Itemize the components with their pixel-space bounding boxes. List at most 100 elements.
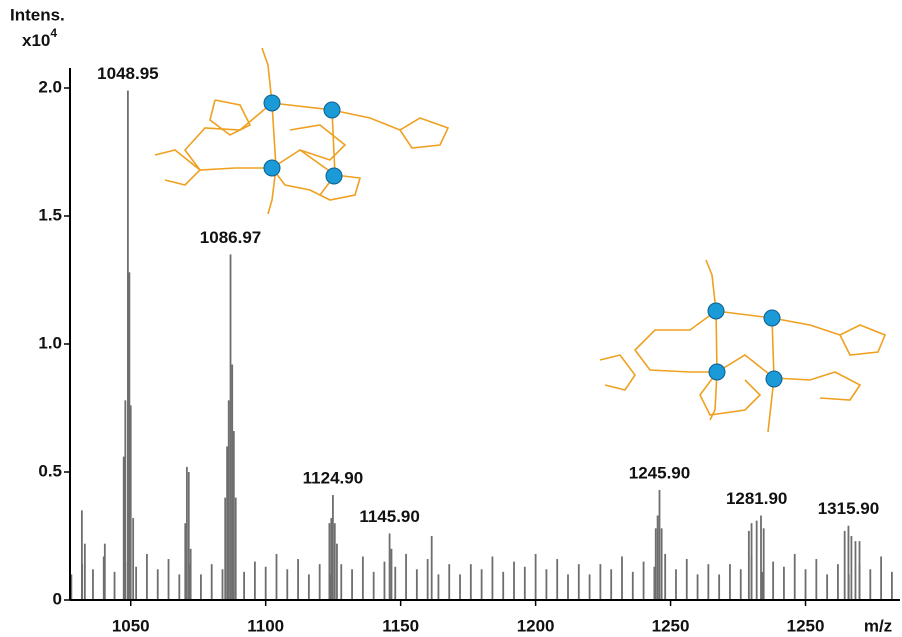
- bar: [416, 569, 418, 600]
- bar: [756, 521, 758, 600]
- bar: [276, 554, 278, 600]
- bar: [448, 564, 450, 600]
- bar: [760, 516, 762, 600]
- y-tick-label: 0.5: [38, 461, 62, 480]
- bar: [188, 472, 190, 600]
- x-tick-label: 1200: [517, 616, 555, 635]
- bar: [157, 569, 159, 600]
- bar: [859, 541, 861, 600]
- x-tick-label: 1150: [382, 616, 419, 635]
- bar: [783, 567, 785, 600]
- molecule-2: [600, 260, 885, 432]
- bar: [794, 554, 796, 600]
- bar: [621, 556, 623, 600]
- bar: [643, 562, 645, 600]
- bar: [405, 554, 407, 600]
- bar: [729, 564, 731, 600]
- bar: [815, 559, 817, 600]
- bar: [567, 574, 569, 600]
- bar: [286, 569, 288, 600]
- bar: [319, 564, 321, 600]
- bar: [524, 567, 526, 600]
- bar: [707, 564, 709, 600]
- bar: [599, 564, 601, 600]
- y-tick-label: 0: [53, 589, 62, 608]
- bar: [661, 528, 663, 600]
- bar: [104, 544, 106, 600]
- bar: [211, 564, 213, 600]
- bar: [81, 510, 83, 600]
- peak-label: 1281.90: [726, 489, 787, 508]
- bar: [632, 572, 634, 600]
- bar: [200, 574, 202, 600]
- y-unit-exponent: 4: [50, 26, 57, 40]
- bar: [132, 518, 134, 600]
- bar: [869, 569, 871, 600]
- bar: [880, 556, 882, 600]
- bar: [389, 533, 391, 600]
- bar: [297, 559, 299, 600]
- bar: [589, 574, 591, 600]
- bar: [805, 569, 807, 600]
- bar: [578, 564, 580, 600]
- bar: [740, 569, 742, 600]
- bar: [168, 559, 170, 600]
- bar: [492, 556, 494, 600]
- bar: [332, 495, 334, 600]
- bar: [891, 572, 893, 600]
- bar: [84, 544, 86, 600]
- bar: [114, 572, 116, 600]
- bar: [438, 574, 440, 600]
- bar: [235, 498, 237, 600]
- bar: [92, 569, 94, 600]
- bar: [336, 544, 338, 600]
- bar: [186, 467, 188, 600]
- y-tick-label: 1.5: [38, 205, 62, 224]
- peak-label: 1124.90: [303, 469, 364, 488]
- bar: [657, 516, 659, 600]
- bar: [513, 562, 515, 600]
- bar: [772, 562, 774, 600]
- x-axis-label: m/z: [864, 616, 892, 635]
- bar: [394, 567, 396, 600]
- bar: [224, 498, 226, 600]
- x-tick-label: 1050: [112, 616, 150, 635]
- bar: [826, 574, 828, 600]
- bar: [373, 572, 375, 600]
- bar: [763, 528, 765, 600]
- y-unit-base: x10: [22, 31, 50, 50]
- bar: [659, 490, 661, 600]
- bar: [837, 564, 839, 600]
- bar: [230, 254, 232, 600]
- bar: [431, 536, 433, 600]
- bar: [610, 569, 612, 600]
- bar: [751, 523, 753, 600]
- bar: [502, 572, 504, 600]
- chart: Intens. x104 m/z 00.51.01.52.01050110011…: [0, 0, 902, 637]
- bar: [124, 400, 126, 600]
- peak-label: 1245.90: [629, 463, 690, 482]
- bar: [328, 523, 330, 600]
- bar: [384, 562, 386, 600]
- bar: [697, 574, 699, 600]
- bar: [391, 549, 393, 600]
- x-tick-label: 1100: [247, 616, 284, 635]
- bar: [231, 364, 233, 600]
- bar: [254, 562, 256, 600]
- bar: [748, 531, 750, 600]
- bar: [535, 554, 537, 600]
- bar: [655, 528, 657, 600]
- bar: [675, 569, 677, 600]
- y-axis-label: Intens.: [10, 5, 65, 24]
- bar: [228, 400, 230, 600]
- bar: [851, 536, 853, 600]
- peak-label: 1048.95: [97, 64, 158, 83]
- peak-label: 1315.90: [818, 499, 879, 518]
- bar: [334, 523, 336, 600]
- bar: [427, 559, 429, 600]
- bar: [243, 572, 245, 600]
- bar: [123, 457, 125, 600]
- y-tick-label: 1.0: [38, 333, 62, 352]
- bar: [362, 556, 364, 600]
- bar: [178, 574, 180, 600]
